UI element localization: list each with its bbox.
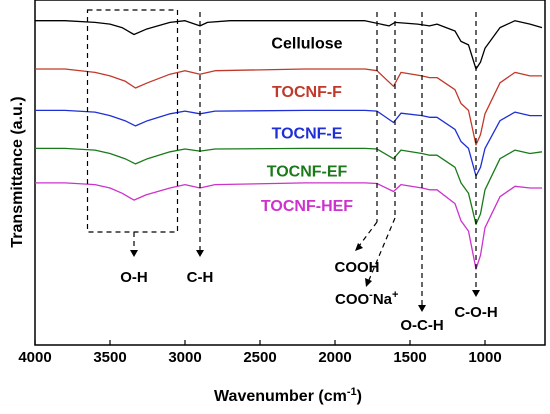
x-axis-title-main: Wavenumber (cm xyxy=(214,388,347,405)
annotation-layer: O-H C-H COOH COO-Na+O-C-H C-O-H xyxy=(86,9,498,334)
coh-arrowhead xyxy=(472,290,480,297)
ch-arrowhead xyxy=(196,250,204,257)
oh-region-box xyxy=(86,9,179,233)
series-label-1: TOCNF-F xyxy=(272,84,342,101)
series-line-3 xyxy=(35,147,543,225)
oh-arrowhead xyxy=(130,250,138,257)
ch-label: C-H xyxy=(187,269,214,286)
series-line-1 xyxy=(35,68,542,146)
x-tick-label-4000: 4000 xyxy=(18,349,51,366)
series-label-4: TOCNF-HEF xyxy=(261,198,353,215)
och-label: O-C-H xyxy=(400,317,443,334)
coh-label: C-O-H xyxy=(454,304,497,321)
series-layer: Cellulose TOCNF-F TOCNF-E TOCNF-EF TOCNF-HEF xyxy=(35,20,543,270)
plot-frame xyxy=(34,0,546,346)
x-axis-title-sup: -1 xyxy=(347,386,357,398)
series-label-0: Cellulose xyxy=(271,36,342,53)
x-tick-label-1500: 1500 xyxy=(393,349,426,366)
x-axis-title-end: ) xyxy=(357,388,362,405)
coo-arrow-diag xyxy=(368,217,396,281)
och-arrowhead xyxy=(418,305,426,312)
series-label-3: TOCNF-EF xyxy=(267,163,348,180)
coo-na-label: COO-Na+ xyxy=(335,289,398,308)
x-tick-label-3500: 3500 xyxy=(93,349,126,366)
cooh-label: COOH xyxy=(335,259,380,276)
series-line-2 xyxy=(35,109,542,177)
coo-arrowhead xyxy=(365,278,372,287)
x-tick-label-2000: 2000 xyxy=(318,349,351,366)
x-tick-label-3000: 3000 xyxy=(168,349,201,366)
series-line-4 xyxy=(35,182,542,270)
series-line-0 xyxy=(35,20,543,70)
series-label-2: TOCNF-E xyxy=(272,125,343,142)
oh-label: O-H xyxy=(120,269,148,286)
x-tick-label-2500: 2500 xyxy=(243,349,276,366)
cooh-arrowhead xyxy=(355,243,363,251)
x-tick-label-1000: 1000 xyxy=(468,349,501,366)
x-axis-ticks: 4000 3500 3000 2500 2000 1500 1000 xyxy=(18,340,502,366)
cooh-arrow-diag xyxy=(358,221,378,247)
y-axis-title: Transmittance (a.u.) xyxy=(9,96,26,247)
x-axis-title: Wavenumber (cm-1) xyxy=(214,386,362,405)
